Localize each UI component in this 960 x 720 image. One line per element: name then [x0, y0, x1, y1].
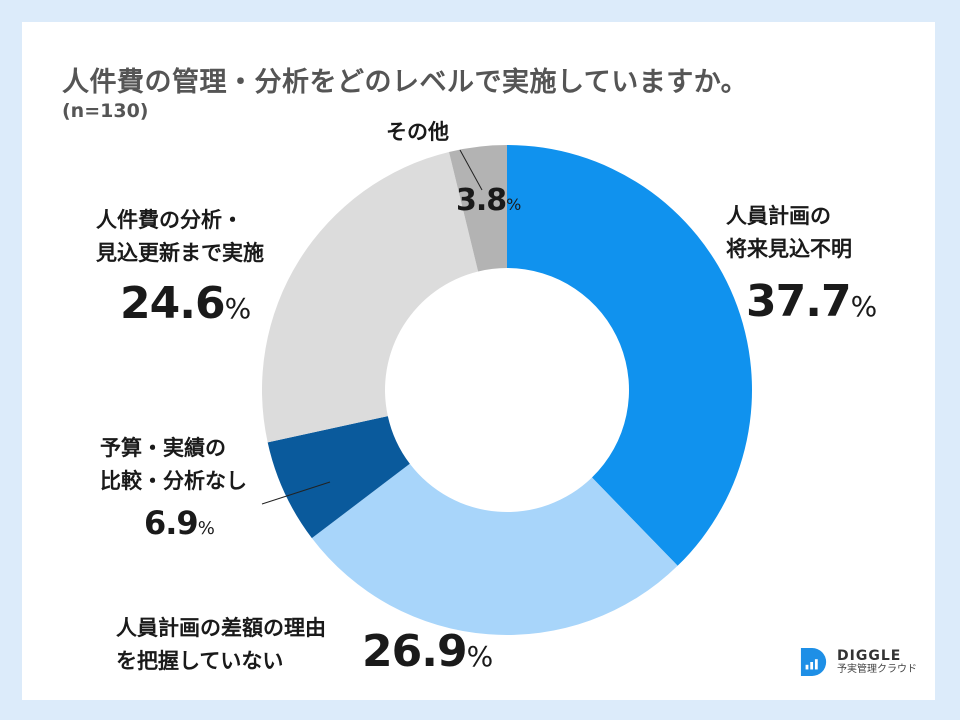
slice-label-2-line-2: 比較・分析なし — [100, 469, 247, 493]
slice-label-4-line-1: その他 — [386, 120, 449, 144]
slice-label-2-line-1: 予算・実績の — [100, 436, 226, 460]
donut-slice-3 — [262, 151, 479, 443]
slice-label-1-line-2: を把握していない — [116, 649, 284, 673]
slice-label-1: 人員計画の差額の理由 を把握していない — [116, 612, 326, 678]
donut-slice-4 — [449, 145, 507, 272]
slice-label-0-line-2: 将来見込不明 — [726, 237, 852, 261]
slice-label-2: 予算・実績の 比較・分析なし — [100, 432, 247, 498]
slice-value-4-number: 3.8 — [456, 183, 507, 218]
donut-slice-0 — [507, 145, 752, 566]
chart-subtitle: (n=130) — [62, 100, 149, 122]
slice-label-4: その他 — [386, 116, 449, 149]
slice-value-0: 37.7% — [746, 276, 877, 327]
slice-value-3-number: 24.6 — [120, 278, 226, 329]
chart-title: 人件費の管理・分析をどのレベルで実施していますか。 — [62, 67, 749, 98]
slice-value-0-number: 37.7 — [746, 276, 852, 327]
slice-label-1-line-1: 人員計画の差額の理由 — [116, 616, 326, 640]
slice-value-4-percent: % — [506, 195, 522, 214]
donut-slice-2 — [267, 416, 410, 539]
slice-value-3: 24.6% — [120, 278, 251, 329]
leader-line-budget-comparison — [261, 481, 331, 505]
slice-label-0: 人員計画の 将来見込不明 — [726, 200, 852, 266]
diggle-logo-icon — [800, 648, 827, 676]
slice-value-4: 3.8% — [456, 183, 521, 218]
slice-value-2-number: 6.9 — [144, 504, 199, 542]
donut-slice-1 — [311, 463, 678, 636]
brand-logo: DIGGLE 予実管理クラウド — [800, 648, 917, 676]
slice-value-3-percent: % — [224, 292, 252, 325]
slice-label-0-line-1: 人員計画の — [726, 204, 831, 228]
slice-label-3-line-1: 人件費の分析・ — [96, 208, 243, 232]
leader-line-other — [459, 149, 483, 191]
slice-value-1-percent: % — [466, 640, 494, 673]
slice-value-1-number: 26.9 — [362, 626, 468, 677]
brand-tagline: 予実管理クラウド — [837, 664, 917, 676]
brand-name: DIGGLE — [837, 647, 902, 664]
slice-value-0-percent: % — [850, 290, 878, 323]
slice-value-2: 6.9% — [144, 504, 215, 542]
slice-value-1: 26.9% — [362, 626, 493, 677]
slice-label-3: 人件費の分析・ 見込更新まで実施 — [96, 204, 264, 270]
slice-value-2-percent: % — [197, 518, 215, 539]
slice-label-3-line-2: 見込更新まで実施 — [96, 241, 264, 265]
